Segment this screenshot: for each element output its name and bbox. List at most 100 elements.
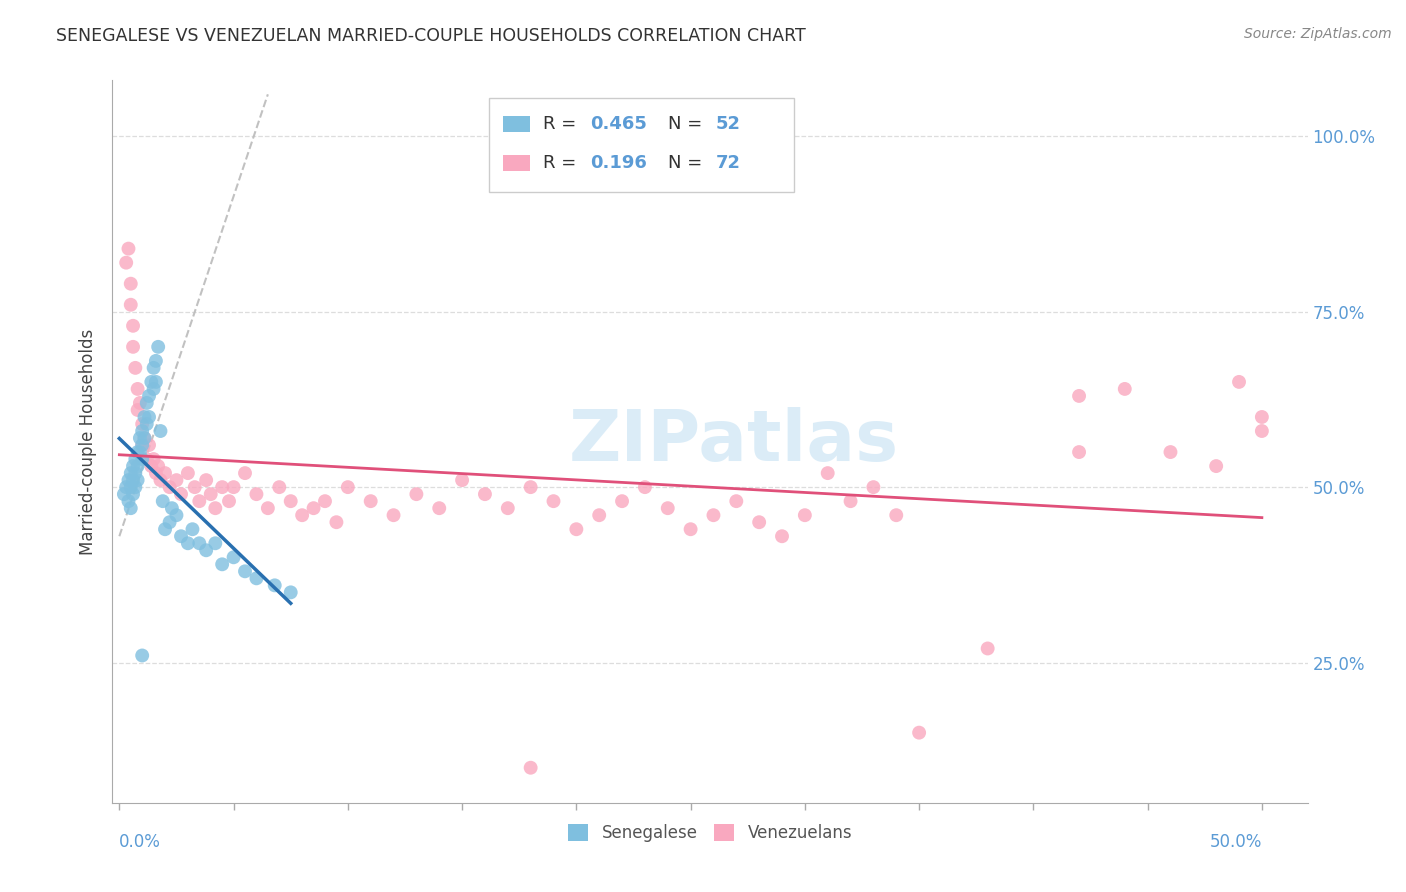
Point xyxy=(141,375,163,389)
Point xyxy=(405,487,427,501)
Point xyxy=(122,340,145,354)
Point xyxy=(211,480,233,494)
Point xyxy=(1114,382,1136,396)
Point xyxy=(112,487,135,501)
Point xyxy=(188,494,211,508)
Point xyxy=(884,508,907,523)
Point xyxy=(195,543,218,558)
Point xyxy=(204,501,226,516)
Point xyxy=(233,564,256,578)
Point xyxy=(195,473,218,487)
Point xyxy=(159,515,181,529)
Point xyxy=(233,466,256,480)
Text: SENEGALESE VS VENEZUELAN MARRIED-COUPLE HOUSEHOLDS CORRELATION CHART: SENEGALESE VS VENEZUELAN MARRIED-COUPLE … xyxy=(56,27,806,45)
Point xyxy=(519,761,541,775)
Y-axis label: Married-couple Households: Married-couple Households xyxy=(79,328,97,555)
Point xyxy=(269,480,291,494)
Point xyxy=(1250,424,1272,438)
Point xyxy=(138,389,160,403)
Point xyxy=(166,508,188,523)
Point xyxy=(610,494,633,508)
Point xyxy=(122,487,145,501)
Point xyxy=(131,438,153,452)
Point xyxy=(145,354,167,368)
Point xyxy=(124,452,146,467)
Point xyxy=(211,558,233,572)
Point xyxy=(129,431,152,445)
Point xyxy=(302,501,325,516)
Point xyxy=(543,494,565,508)
Point xyxy=(120,466,142,480)
Point xyxy=(1227,375,1250,389)
Point xyxy=(138,409,160,424)
Point xyxy=(817,466,839,480)
Point xyxy=(170,487,193,501)
Point xyxy=(496,501,519,516)
Point xyxy=(131,424,153,438)
Point xyxy=(122,318,145,333)
Point xyxy=(120,480,142,494)
Point xyxy=(748,515,770,529)
Point xyxy=(360,494,382,508)
Point xyxy=(177,536,200,550)
Point xyxy=(159,480,181,494)
Point xyxy=(976,641,998,656)
Point xyxy=(336,480,359,494)
Point xyxy=(149,424,172,438)
Point xyxy=(122,459,145,474)
Point xyxy=(657,501,679,516)
Point xyxy=(142,452,165,467)
Point xyxy=(127,445,149,459)
Point xyxy=(142,382,165,396)
Point xyxy=(127,382,149,396)
Point xyxy=(145,466,167,480)
FancyBboxPatch shape xyxy=(503,155,530,171)
Point xyxy=(382,508,405,523)
Point xyxy=(793,508,815,523)
Point xyxy=(131,417,153,431)
Point xyxy=(634,480,657,494)
Point xyxy=(135,396,157,410)
Text: Source: ZipAtlas.com: Source: ZipAtlas.com xyxy=(1244,27,1392,41)
Point xyxy=(148,340,170,354)
Point xyxy=(115,255,138,269)
Point xyxy=(117,473,139,487)
Point xyxy=(245,571,267,585)
Point xyxy=(166,473,188,487)
Text: R =: R = xyxy=(543,154,582,172)
Point xyxy=(131,452,153,467)
Text: 52: 52 xyxy=(716,115,741,133)
Point xyxy=(153,522,176,536)
Text: ZIPatlas: ZIPatlas xyxy=(569,407,898,476)
Text: N =: N = xyxy=(668,154,709,172)
Point xyxy=(170,529,193,543)
FancyBboxPatch shape xyxy=(489,98,794,193)
Point xyxy=(222,550,245,565)
Text: 50.0%: 50.0% xyxy=(1209,833,1261,851)
Point xyxy=(770,529,793,543)
Point xyxy=(222,480,245,494)
Point xyxy=(588,508,610,523)
Point xyxy=(1159,445,1181,459)
Point xyxy=(148,459,170,474)
Point xyxy=(149,473,172,487)
Point xyxy=(117,242,139,256)
Point xyxy=(725,494,748,508)
Point xyxy=(325,515,347,529)
Point xyxy=(839,494,862,508)
Point xyxy=(200,487,222,501)
Point xyxy=(115,480,138,494)
Point xyxy=(245,487,267,501)
Point xyxy=(142,360,165,375)
Text: N =: N = xyxy=(668,115,709,133)
Point xyxy=(474,487,496,501)
Point xyxy=(181,522,204,536)
Point xyxy=(263,578,285,592)
Point xyxy=(679,522,702,536)
Point xyxy=(160,501,183,516)
Point xyxy=(204,536,226,550)
Text: 0.0%: 0.0% xyxy=(120,833,162,851)
Point xyxy=(129,445,152,459)
Point xyxy=(127,459,149,474)
Point xyxy=(134,409,156,424)
